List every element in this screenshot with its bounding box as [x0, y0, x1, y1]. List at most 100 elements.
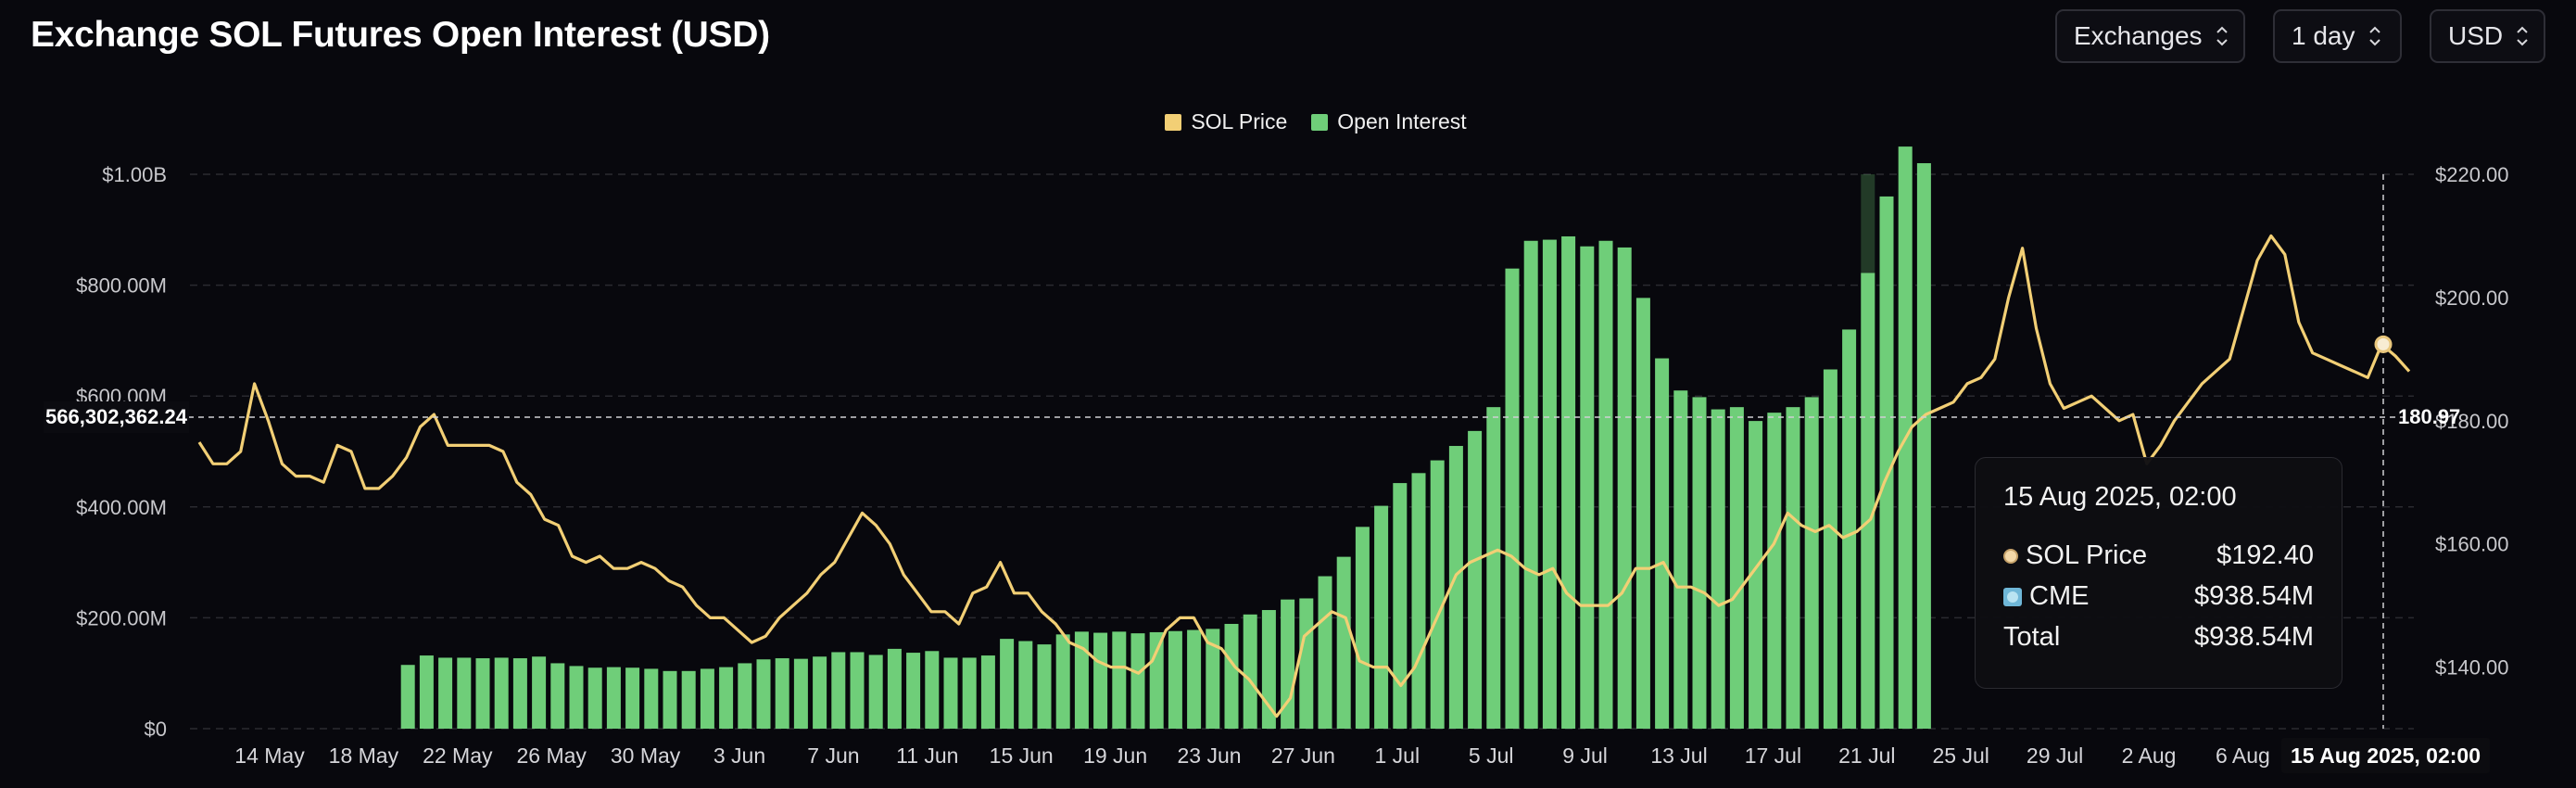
legend-swatch-sol-price: [1165, 113, 1182, 131]
oi-bar: [1692, 397, 1707, 729]
period-select-label: 1 day: [2292, 21, 2355, 50]
chevron-updown-icon: [2216, 24, 2229, 48]
oi-bar: [494, 657, 509, 729]
oi-bar: [1336, 556, 1351, 729]
chevron-updown-icon: [2516, 24, 2529, 48]
oi-bar: [1112, 631, 1127, 729]
oi-bar: [625, 667, 640, 729]
left-axis-tick: $200.00M: [76, 606, 167, 629]
exchanges-select[interactable]: Exchanges: [2055, 9, 2245, 63]
oi-bar: [700, 668, 714, 729]
oi-bar: [1617, 247, 1632, 729]
x-axis-tick: 7 Jun: [807, 744, 859, 768]
tooltip-value: $938.54M: [2194, 581, 2314, 611]
oi-bar: [1580, 246, 1595, 729]
oi-bar: [1711, 409, 1725, 729]
x-axis-tick: 15 Jun: [990, 744, 1054, 768]
x-axis-tick: 23 Jun: [1177, 744, 1241, 768]
oi-bar: [1729, 407, 1744, 729]
oi-bar: [1243, 614, 1257, 729]
tooltip-row-sol-price: SOL Price $192.40: [2003, 540, 2314, 571]
tooltip-value: $938.54M: [2194, 622, 2314, 652]
oi-bar: [1299, 598, 1314, 729]
oi-bar: [550, 663, 565, 729]
oi-bar: [738, 663, 752, 729]
oi-bar: [1767, 413, 1782, 729]
oi-bar: [1468, 430, 1483, 729]
oi-bar: [419, 655, 434, 729]
tooltip-label: SOL Price: [2026, 540, 2148, 570]
tooltip-label: Total: [2003, 622, 2061, 652]
period-select[interactable]: 1 day: [2273, 9, 2402, 63]
oi-bar: [1374, 505, 1389, 729]
oi-bar: [756, 659, 771, 729]
oi-bar: [1037, 644, 1052, 729]
x-axis-tick: 27 Jun: [1271, 744, 1335, 768]
oi-bar: [1542, 239, 1557, 730]
x-axis-tick: 2 Aug: [2122, 744, 2177, 768]
oi-bar: [1842, 329, 1857, 729]
oi-bar: [868, 655, 883, 729]
x-axis-tick: 26 May: [516, 744, 587, 768]
oi-bar: [1318, 576, 1332, 729]
oi-bar: [606, 667, 621, 729]
oi-bar: [512, 658, 527, 729]
oi-bar: [1823, 369, 1837, 729]
x-axis-tick: 19 Jun: [1083, 744, 1147, 768]
chart-tooltip: 15 Aug 2025, 02:00 SOL Price $192.40 CME…: [1975, 457, 2342, 689]
left-axis-tick: $800.00M: [76, 274, 167, 298]
oi-bar: [1749, 421, 1763, 729]
oi-bar: [1561, 235, 1576, 729]
oi-bar: [943, 657, 958, 729]
oi-bar: [1804, 397, 1819, 729]
x-axis-tick: 17 Jul: [1745, 744, 1801, 768]
toolbar: Exchanges 1 day USD: [2055, 9, 2545, 63]
oi-bar: [962, 657, 977, 729]
oi-bar: [1655, 358, 1670, 729]
x-axis-tick: 1 Jul: [1375, 744, 1421, 768]
left-axis-tick: $0: [145, 718, 167, 741]
oi-bar: [1635, 298, 1650, 729]
oi-bar: [813, 656, 827, 729]
oi-bar: [1000, 639, 1015, 729]
oi-bar: [831, 652, 846, 729]
oi-bar: [1074, 631, 1089, 729]
oi-bar: [1598, 240, 1613, 729]
tooltip-row-cme: CME $938.54M: [2003, 581, 2314, 612]
oi-bar: [719, 667, 734, 729]
oi-bar: [1411, 473, 1426, 729]
crosshair-left-value: 566,302,362.24: [44, 401, 189, 433]
x-axis-tick: 13 Jul: [1650, 744, 1707, 768]
oi-bar: [1430, 460, 1445, 729]
legend-item-sol-price[interactable]: SOL Price: [1165, 109, 1287, 134]
oi-bar: [1055, 634, 1070, 729]
tooltip-label: CME: [2029, 581, 2090, 611]
oi-bar: [1879, 196, 1894, 730]
legend-item-open-interest[interactable]: Open Interest: [1311, 109, 1467, 134]
oi-bar: [1786, 407, 1800, 729]
oi-bar: [1505, 268, 1520, 729]
sol-price-line: [197, 234, 2411, 718]
left-axis-tick: $400.00M: [76, 496, 167, 519]
currency-select[interactable]: USD: [2430, 9, 2545, 63]
crosshair-right-value: 180.97: [2398, 405, 2461, 428]
oi-bar: [1861, 273, 1875, 729]
right-axis-tick: $140.00: [2435, 656, 2509, 680]
tooltip-value: $192.40: [2216, 540, 2314, 570]
oi-bar: [1224, 623, 1239, 729]
right-axis-tick: $160.00: [2435, 533, 2509, 556]
right-axis-tick: $180.00: [2435, 410, 2509, 433]
cme-logo-icon: [2003, 587, 2022, 606]
x-axis-tick: 9 Jul: [1562, 744, 1608, 768]
right-axis-tick: $200.00: [2435, 286, 2509, 310]
x-axis-tick: 22 May: [423, 744, 493, 768]
oi-bar: [1093, 632, 1108, 729]
oi-bar: [400, 665, 415, 729]
sol-price-marker: [2374, 335, 2393, 353]
legend-label-sol-price: SOL Price: [1191, 109, 1288, 133]
oi-bar: [1206, 629, 1220, 729]
sol-price-dot-icon: [2003, 548, 2018, 564]
oi-bar: [438, 657, 453, 729]
oi-bar: [475, 658, 490, 729]
